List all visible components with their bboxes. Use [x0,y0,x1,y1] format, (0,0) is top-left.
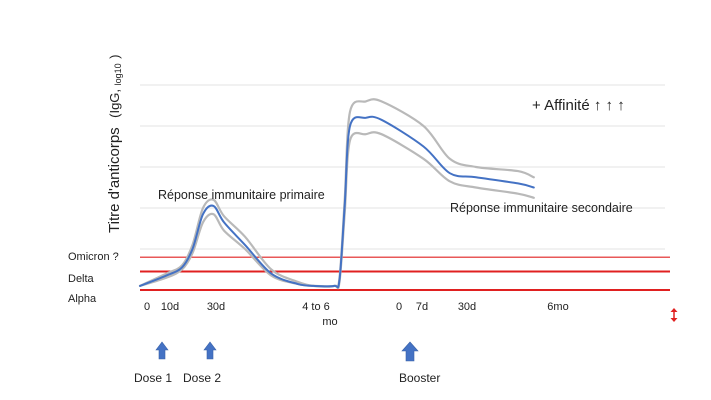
dose-1-arrow-icon [155,341,169,360]
titer-series [138,98,535,290]
x-tick-label: 4 to 6 [302,301,330,313]
x-tick-label: 7d [416,301,428,313]
booster-arrow-icon [401,341,419,362]
x-tick-label: 30d [207,301,225,313]
booster-label: Booster [399,371,440,385]
threshold-label-delta: Delta [68,273,95,285]
dose-2-arrow-icon [203,341,217,360]
dose-1-label: Dose 1 [134,371,172,385]
secondary-response-label: Réponse immunitaire secondaire [450,201,633,215]
threshold-label-omicron: Omicron ? [68,251,119,263]
variant-shift-arrow-icon [670,308,678,322]
gridlines [140,84,665,250]
y-axis-title: Titre d'anticorps (IgG, log10 ) [106,55,125,233]
x-tick-label: 30d [458,301,476,313]
affinity-label: + Affinité ↑ ↑ ↑ [532,97,625,114]
x-tick-label: 0 [144,301,150,313]
threshold-label-alpha: Alpha [68,293,97,305]
mean-titer-line [139,115,535,289]
primary-response-label: Réponse immunitaire primaire [158,188,325,202]
x-tick-label: mo [322,316,337,328]
x-tick-label: 6mo [547,301,568,313]
x-tick-label: 10d [161,301,179,313]
x-tick-label: 0 [396,301,402,313]
dose-2-label: Dose 2 [183,371,221,385]
variant-threshold-lines [140,256,670,291]
